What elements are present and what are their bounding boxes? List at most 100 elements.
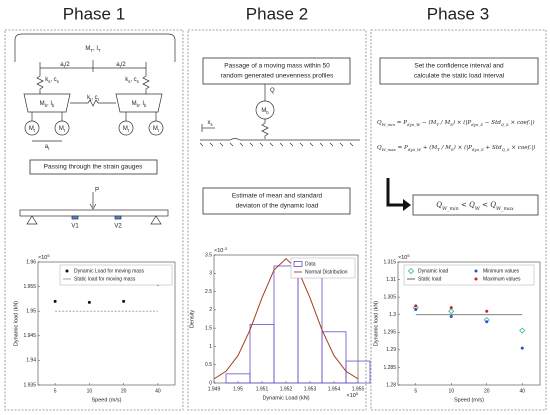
label: at/2	[116, 62, 126, 69]
bridge-label: P	[95, 188, 99, 194]
label-part: k	[45, 77, 49, 83]
marker	[122, 299, 126, 303]
arrow-head	[403, 199, 411, 211]
subscript: t	[34, 128, 36, 133]
marker	[87, 300, 91, 304]
label-part: M	[29, 126, 34, 132]
axis-exponent: ×105	[38, 253, 50, 262]
label-part: M	[153, 126, 158, 132]
subscript: dyn_W	[408, 147, 422, 152]
y-tick-label: 1.305	[383, 294, 396, 300]
y-tick-label: 1.935	[23, 382, 36, 388]
label: QW_max = Pdyn_W + (MT / MS) × (|Pdyn_S +…	[377, 144, 535, 152]
label: xs	[207, 120, 212, 127]
x-tick-label: 1.953	[304, 386, 317, 392]
label-part: × coef.|)	[510, 144, 536, 151]
y-tick-label: 1.28	[386, 382, 396, 388]
marker	[448, 308, 455, 315]
legend-box	[290, 257, 356, 279]
y-tick-label: 1.31	[386, 277, 396, 283]
subscript: t	[128, 128, 130, 133]
step-box	[202, 187, 351, 215]
subscript: t	[48, 146, 50, 151]
marker	[485, 320, 489, 324]
label: Mt	[153, 126, 160, 133]
y-tick-label: 3	[209, 271, 212, 277]
y-axis-label: Dynamic load (kN)	[373, 301, 379, 346]
subscript: dyn_W	[407, 122, 421, 127]
label: ks, cs	[45, 77, 59, 84]
y-tick-label: 1.95	[26, 309, 36, 315]
phase-title: Phase 2	[246, 4, 308, 23]
text: calculate the static load interval	[414, 73, 505, 80]
label: Mb	[261, 108, 269, 115]
marker	[53, 299, 57, 303]
exponent-base: ×10	[398, 255, 407, 261]
result-box	[412, 194, 539, 216]
subscript: t	[64, 128, 66, 133]
label-part: < Q	[480, 201, 496, 209]
bar	[345, 360, 371, 384]
legend-key	[293, 261, 303, 267]
x-tick-label: 40	[155, 388, 161, 394]
y-tick-label: 1.945	[23, 333, 36, 339]
label-part: / M	[439, 120, 450, 126]
subscript: T	[437, 147, 440, 152]
subscript: t	[158, 128, 160, 133]
y-tick-label: 1.285	[383, 365, 396, 371]
x-tick-label: 5	[414, 388, 417, 394]
label-part: < Q	[459, 201, 475, 209]
vehicle-drawing	[14, 33, 176, 142]
subscript: t	[64, 64, 66, 69]
subscript: b	[52, 103, 55, 108]
label-part: M	[85, 46, 90, 52]
text: Estimate of mean and standard	[232, 193, 323, 200]
legend-label: Static load	[418, 276, 442, 282]
bridge-label: V1	[71, 224, 79, 230]
marker	[449, 306, 453, 310]
legend-box	[403, 264, 535, 286]
step-box	[29, 159, 158, 175]
subscript: b	[266, 110, 269, 115]
legend-label: Dynamic load	[418, 268, 449, 274]
x-tick-label: 40	[519, 388, 525, 394]
y-tick-label: 1.29	[386, 347, 396, 353]
legend-label: Normal Distribution	[305, 269, 348, 275]
label-part: M	[261, 108, 266, 114]
subscript: T	[90, 48, 93, 53]
x-tick-label: 1.955	[352, 386, 365, 392]
phase-title: Phase 3	[427, 4, 489, 23]
exponent-power: -3	[223, 246, 227, 251]
y-tick-label: 2	[209, 307, 212, 313]
marker	[474, 277, 478, 281]
label-part: Q	[377, 120, 382, 126]
exponent-base: ×10	[346, 393, 355, 399]
legend-label: Data	[305, 261, 316, 267]
subscript: s	[48, 79, 50, 84]
subscript: s	[137, 79, 139, 84]
x-tick-label: 20	[484, 388, 490, 394]
label-part: a	[60, 62, 64, 68]
subscript: W_min	[382, 122, 396, 127]
x-tick-label: 20	[121, 388, 127, 394]
label: Q	[270, 88, 275, 94]
marker	[485, 309, 489, 313]
marker	[65, 269, 69, 273]
y-tick-label: 1.96	[26, 259, 36, 265]
marker	[474, 269, 478, 273]
legend-label: Minimum values	[483, 268, 520, 274]
label: kt, ct	[87, 95, 100, 102]
y-tick-label: 1	[209, 344, 212, 350]
step-box	[379, 57, 539, 85]
subscript: s	[57, 79, 59, 84]
mass-drawing	[199, 84, 360, 147]
label: Mt	[59, 126, 66, 133]
subscript: t	[90, 97, 92, 102]
marker	[519, 327, 526, 334]
bridge-label: V2	[114, 224, 122, 230]
axis-exponent: ×10-3	[214, 246, 228, 255]
bar	[321, 331, 347, 384]
x-axis-label: Speed (m/s)	[92, 397, 122, 403]
subscript: W_max	[496, 206, 514, 212]
